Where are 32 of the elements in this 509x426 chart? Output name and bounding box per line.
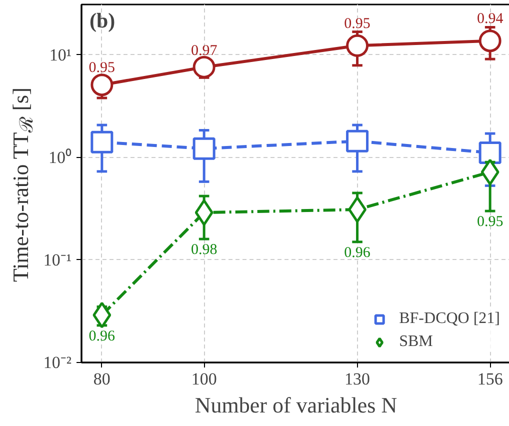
point <box>346 130 369 152</box>
annotation: 0.95 <box>476 214 504 230</box>
y-tick-label: 10⁻² <box>43 353 72 372</box>
legend-label: SBM <box>399 333 433 351</box>
point <box>194 199 214 226</box>
point <box>346 34 369 57</box>
chart-title: (b) <box>90 8 116 32</box>
x-axis-title: Number of variables N <box>194 392 398 418</box>
point <box>90 130 114 154</box>
y-tick-label: 10⁻¹ <box>43 250 72 270</box>
point <box>92 302 112 328</box>
x-tick-label: 156 <box>477 370 503 388</box>
x-tick-label: 80 <box>93 370 110 388</box>
point <box>90 74 114 96</box>
annotation: 0.95 <box>88 60 116 76</box>
point <box>192 137 216 160</box>
point <box>348 196 367 223</box>
point <box>480 158 500 186</box>
annotation: 0.96 <box>344 244 371 261</box>
x-tick-label: 130 <box>344 370 370 388</box>
annotation: 0.97 <box>190 43 218 60</box>
annotation: 0.94 <box>476 11 504 28</box>
annotation: 0.98 <box>190 242 218 258</box>
annotation: 0.95 <box>344 16 370 32</box>
annotation: 0.96 <box>88 328 116 344</box>
point <box>478 30 502 52</box>
point <box>478 142 502 164</box>
legend-label: BF-DCQO [21] <box>399 310 500 328</box>
point <box>192 56 216 78</box>
y-tick-label: 10¹ <box>49 45 72 64</box>
x-tick-label: 100 <box>191 370 217 388</box>
y-tick-label: 10⁰ <box>48 148 72 167</box>
